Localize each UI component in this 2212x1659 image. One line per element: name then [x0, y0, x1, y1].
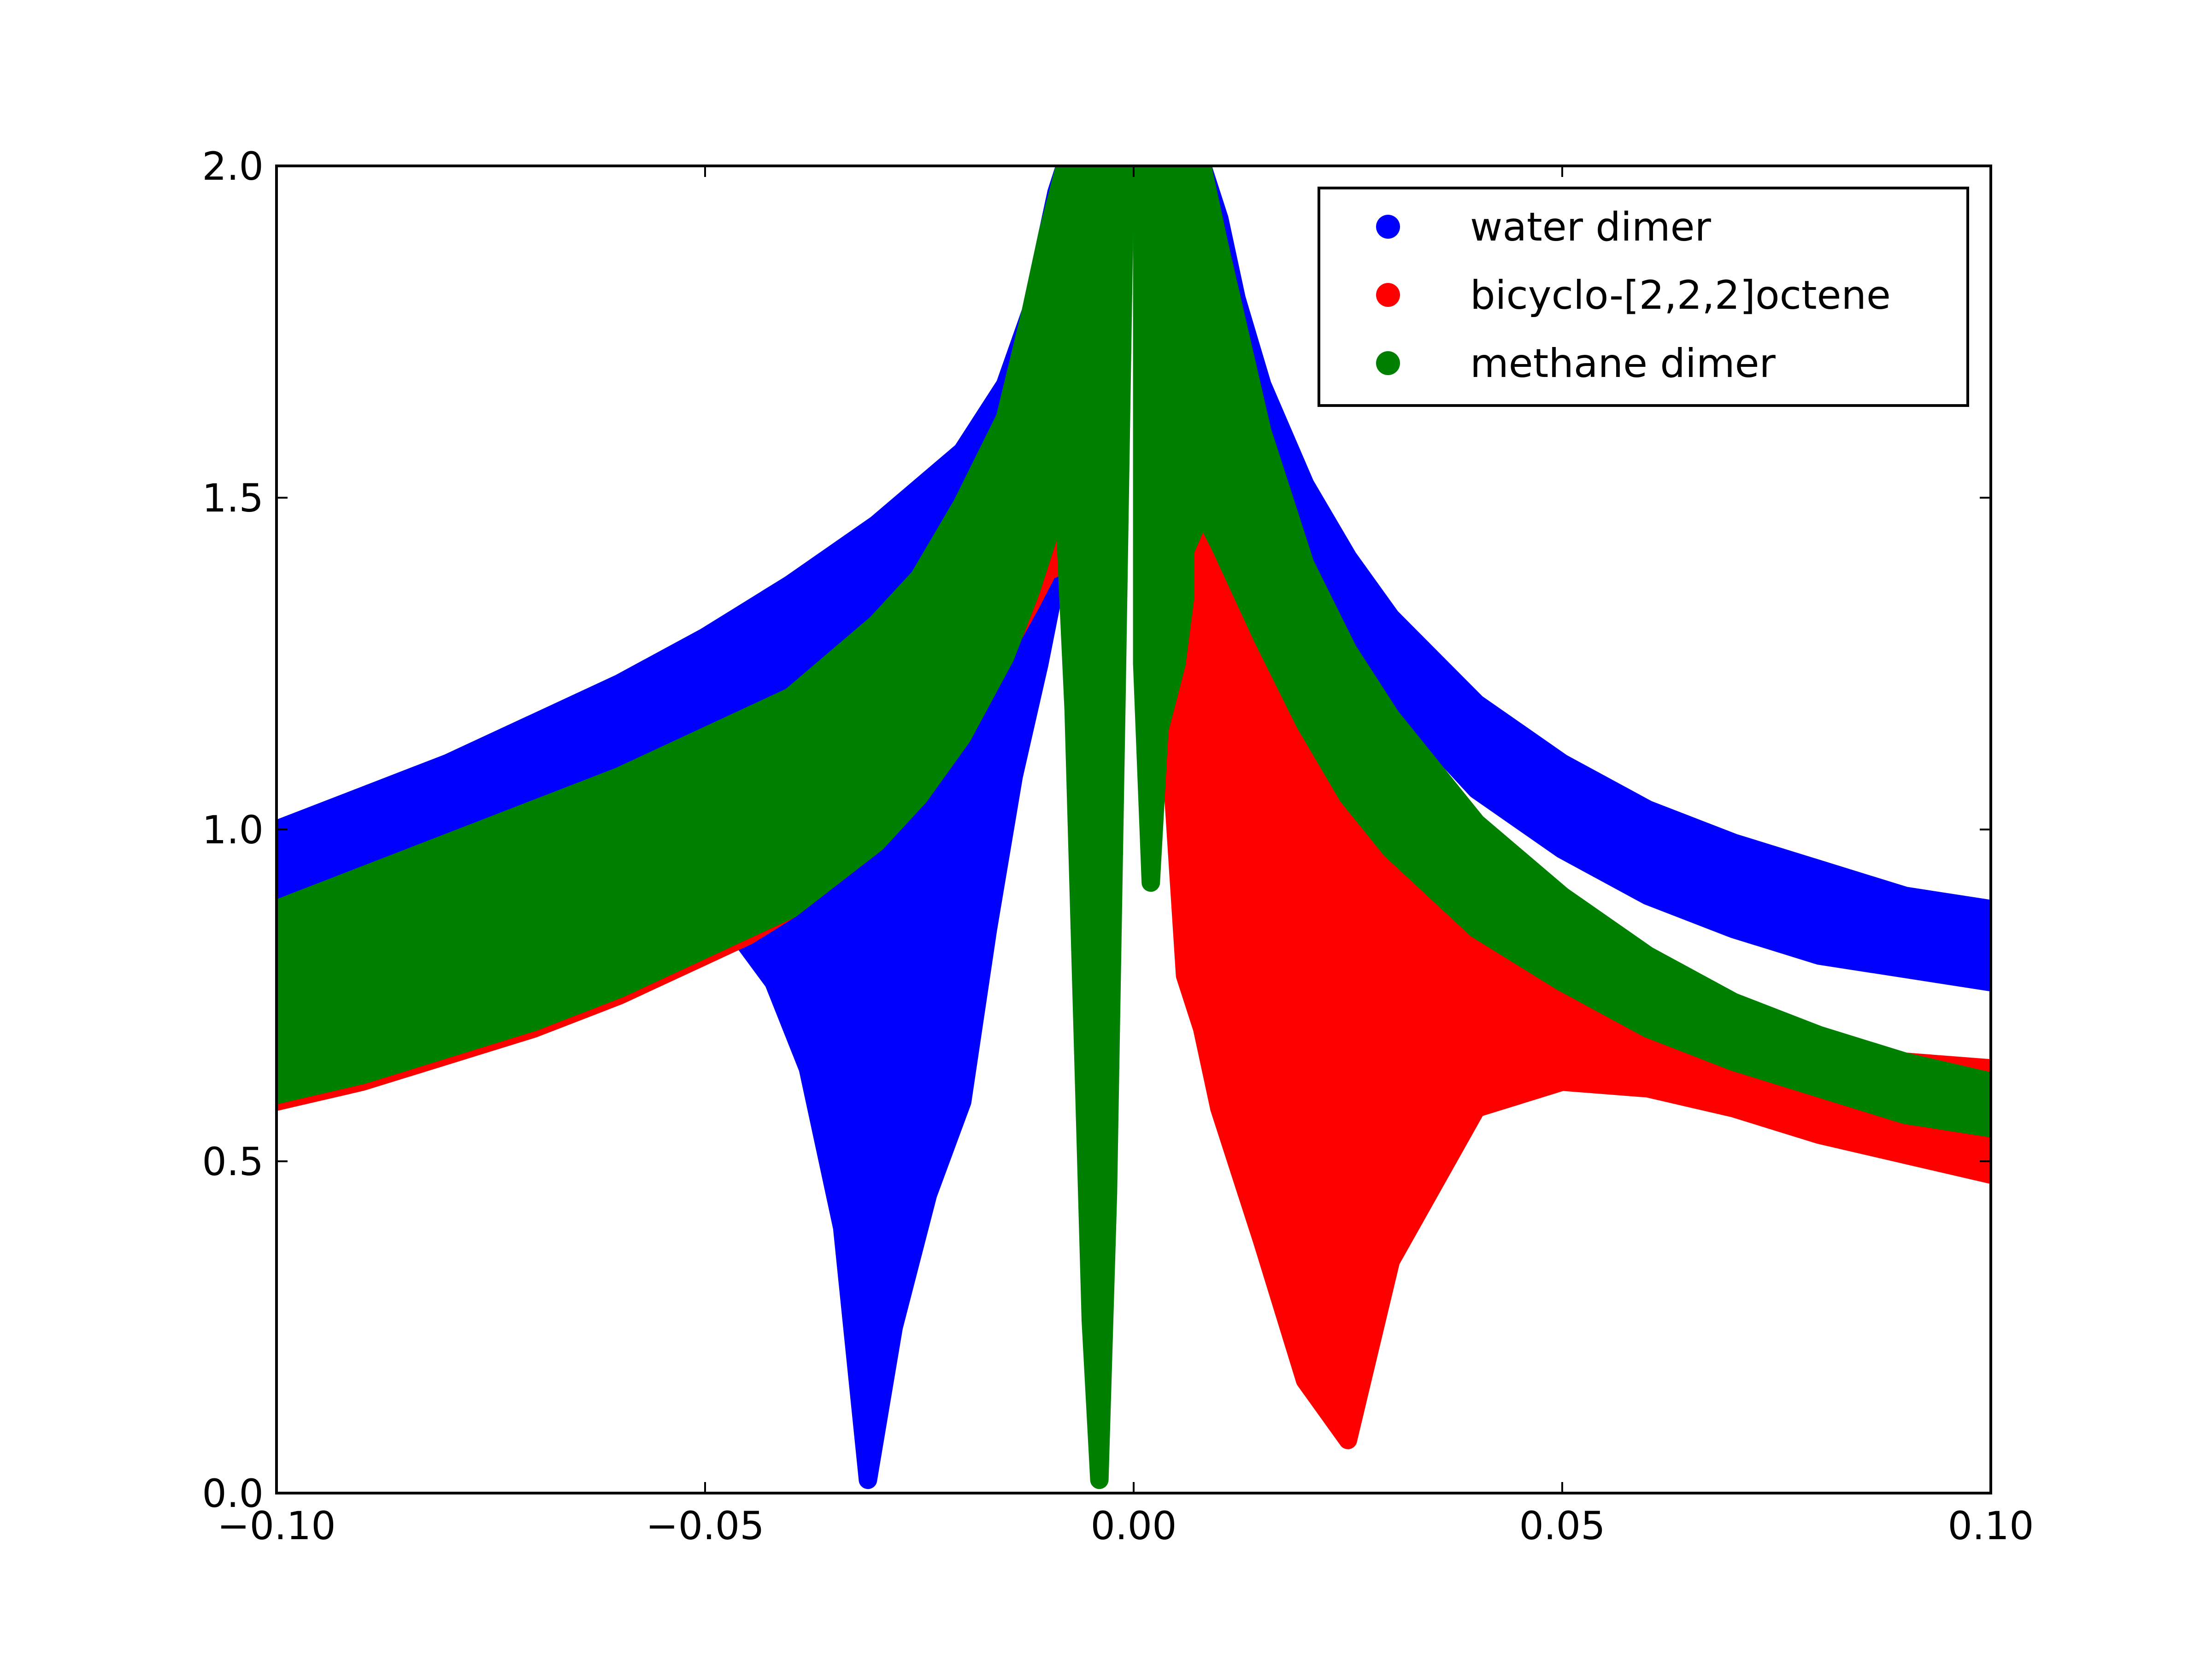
y-tick-label: 2.0 [202, 144, 264, 189]
legend-marker [1376, 215, 1400, 239]
tick-labels-layer: −0.10 −0.05 0.00 0.05 0.10 0.0 0.5 1.0 1.5 2.0 [202, 144, 2034, 1548]
x-tick-label: −0.05 [646, 1503, 764, 1548]
legend-marker [1376, 351, 1400, 375]
y-tick-label: 1.0 [202, 807, 264, 853]
legend-label: water dimer [1470, 204, 1712, 250]
legend-frame [1318, 187, 1969, 407]
legend-label: bicyclo-[2,2,2]octene [1470, 272, 1891, 318]
x-tick-label: 0.05 [1519, 1503, 1605, 1548]
legend: water dimer bicyclo-[2,2,2]octene methane … [1318, 187, 1969, 407]
series-layer [276, 166, 1991, 1489]
series-methane-dimer-band-4 [1159, 166, 1991, 1137]
legend-label: methane dimer [1470, 341, 1776, 387]
series-methane-dimer [276, 166, 1991, 1489]
x-tick-label: 0.10 [1947, 1503, 2034, 1548]
legend-entry-bicyclo-2-2-2-octene: bicyclo-[2,2,2]octene [1376, 272, 1891, 318]
y-tick-label: 0.5 [202, 1139, 264, 1184]
y-tick-label: 1.5 [202, 476, 264, 521]
legend-entry-methane-dimer: methane dimer [1376, 341, 1776, 387]
legend-marker [1376, 283, 1400, 307]
plot-frame [275, 165, 1992, 1494]
legend-entry-water-dimer: water dimer [1376, 204, 1712, 250]
x-tick-label: 0.00 [1090, 1503, 1177, 1548]
y-tick-label: 0.0 [202, 1471, 264, 1516]
x-tick-label: −0.10 [217, 1503, 335, 1548]
series-methane-dimer-band-2 [1056, 166, 1135, 1489]
legend-entries: water dimer bicyclo-[2,2,2]octene methane … [1376, 204, 1891, 387]
